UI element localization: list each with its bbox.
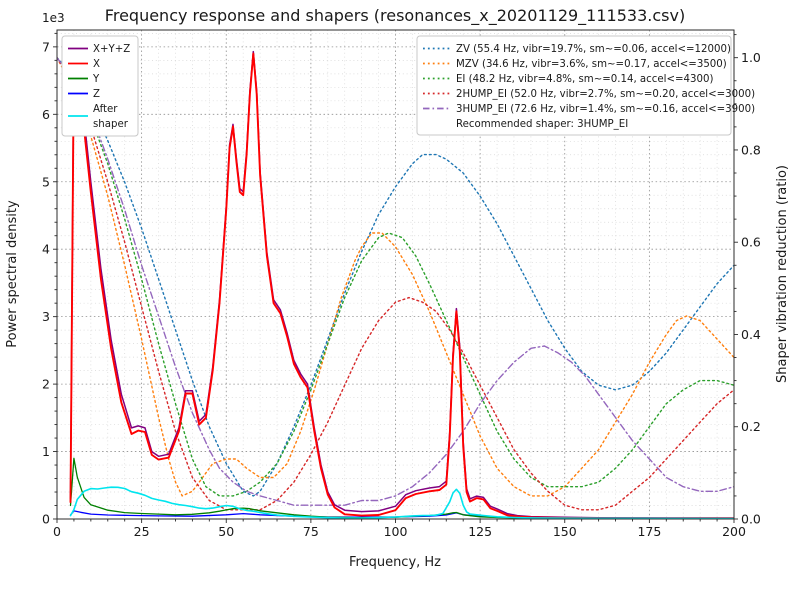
series-line-ZV — [57, 57, 734, 497]
legends: X+Y+Z XYZ After shaper ZV (55.4 Hz, vibr=19.… — [61, 35, 755, 137]
axis-ticks — [53, 32, 738, 523]
x-tick-label: 100 — [384, 524, 408, 539]
legend-label: 2HUMP_EI (52.0 Hz, vibr=2.7%, sm~=0.20, … — [456, 89, 755, 100]
legend-label: MZV (34.6 Hz, vibr=3.6%, sm~=0.17, accel… — [456, 59, 727, 70]
x-tick-label: 175 — [637, 524, 661, 539]
tick-labels: 0 25 50 75 100 125 150 175 200 0 1 2 3 4 5 6 7 0.0 0.2 0.4 0… — [42, 39, 761, 539]
legend-label: ZV (55.4 Hz, vibr=19.7%, sm~=0.06, accel… — [456, 44, 731, 55]
legend-label: EI (48.2 Hz, vibr=4.8%, sm~=0.14, accel<… — [456, 74, 713, 85]
x-axis-label: Frequency, Hz — [349, 555, 441, 570]
series-lines — [57, 46, 734, 519]
legend-label: Z — [93, 89, 100, 100]
legend-label: X+Y+Z — [93, 44, 130, 55]
legend-label: 3HUMP_EI (72.6 Hz, vibr=1.4%, sm~=0.16, … — [456, 104, 755, 115]
y-left-tick-label: 7 — [42, 39, 50, 54]
legend-label: Y — [92, 74, 100, 85]
chart-title: Frequency response and shapers (resonanc… — [105, 6, 685, 26]
y-left-axis-label: Power spectral density — [5, 200, 20, 348]
series-line-EI — [57, 57, 734, 497]
x-tick-label: 200 — [722, 524, 746, 539]
y-left-tick-label: 2 — [42, 377, 50, 392]
legend-psd: X+Y+Z XYZ After shaper — [61, 35, 139, 137]
legend-shapers-box — [416, 35, 732, 136]
x-tick-label: 0 — [53, 524, 61, 539]
series-line-3HUMP-EI — [57, 57, 734, 506]
y-right-tick-label: 0.8 — [741, 142, 761, 157]
y-right-tick-label: 0.0 — [741, 512, 761, 527]
x-tick-label: 50 — [218, 524, 234, 539]
y-left-offset-text: 1e3 — [42, 11, 65, 25]
y-left-tick-label: 6 — [42, 107, 50, 122]
legend-label: X — [93, 59, 100, 70]
x-tick-label: 125 — [468, 524, 492, 539]
y-left-tick-label: 3 — [42, 309, 50, 324]
legend-shapers: ZV (55.4 Hz, vibr=19.7%, sm~=0.06, accel… — [416, 35, 755, 136]
legend-label: shaper — [93, 119, 129, 130]
y-right-tick-label: 0.6 — [741, 235, 761, 250]
x-tick-label: 75 — [303, 524, 319, 539]
x-tick-label: 25 — [134, 524, 150, 539]
y-right-tick-label: 0.4 — [741, 327, 761, 342]
series-line-X — [69, 52, 734, 519]
series-line-After-shaper — [69, 486, 734, 519]
y-left-tick-label: 1 — [42, 444, 50, 459]
y-left-tick-label: 5 — [42, 174, 50, 189]
grid — [56, 30, 735, 520]
legend-psd-box — [61, 35, 139, 137]
series-line-Y — [69, 457, 734, 519]
legend-label: After — [93, 104, 118, 115]
series-line-2HUMP-EI — [57, 57, 734, 511]
y-right-tick-label: 0.2 — [741, 419, 761, 434]
y-left-tick-label: 4 — [42, 242, 50, 257]
series-line-MZV — [57, 57, 734, 497]
legend-note: Recommended shaper: 3HUMP_EI — [456, 119, 628, 130]
x-tick-label: 150 — [553, 524, 577, 539]
y-left-tick-label: 0 — [42, 512, 50, 527]
y-right-tick-label: 1.0 — [741, 50, 761, 65]
y-right-axis-label: Shaper vibration reduction (ratio) — [775, 165, 790, 383]
